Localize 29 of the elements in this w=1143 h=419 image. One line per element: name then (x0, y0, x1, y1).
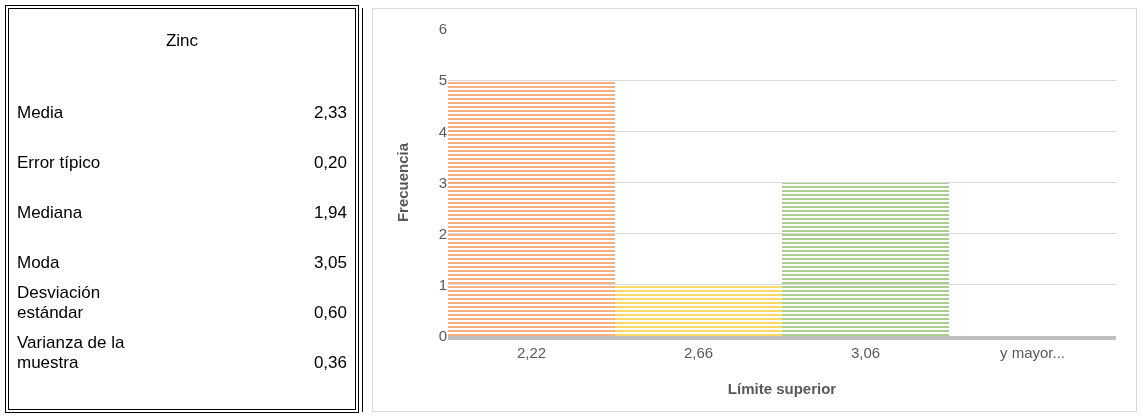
text: 0,20 (312, 152, 348, 173)
text: Zinc (164, 30, 200, 52)
y-tick-label: 3 (438, 173, 447, 191)
category-label: Media (16, 102, 65, 123)
bar (615, 284, 782, 336)
x-tick-label: 2,66 (683, 344, 714, 361)
y-tick-label: 2 (438, 224, 447, 242)
y-tick-label: 1 (438, 276, 447, 294)
y-tick-label: 0 (438, 327, 447, 345)
text: 0,36 (312, 352, 348, 373)
y-axis-title: Frecuencia (394, 142, 411, 223)
y-tick-label: 4 (438, 122, 447, 140)
category-label: Error típico (16, 152, 102, 173)
category-label: Varianza de la muestra (16, 332, 126, 373)
x-axis-title: Límite superior (727, 380, 837, 397)
x-tick-label: 2,22 (516, 344, 547, 361)
text: 2,33 (312, 102, 348, 123)
text: 0,60 (312, 302, 348, 323)
x-tick-label: y mayor... (999, 344, 1066, 361)
text: 3,05 (312, 252, 348, 273)
category-label: Mediana (16, 202, 84, 223)
y-tick-label: 5 (438, 71, 447, 89)
text: 1,94 (312, 202, 348, 223)
category-label: Moda (16, 252, 61, 273)
bar (782, 182, 949, 336)
x-tick-label: 3,06 (850, 344, 881, 361)
y-tick-label: 6 (438, 20, 447, 38)
bar (448, 80, 615, 336)
category-label: Desviación estándar (16, 282, 102, 323)
